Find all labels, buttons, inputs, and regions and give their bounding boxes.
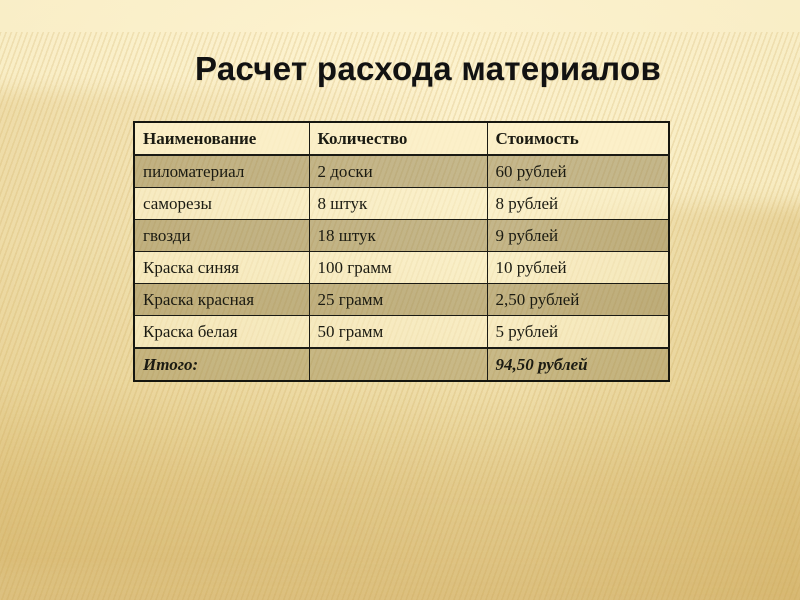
cell-cost: 2,50 рублей [486,283,670,316]
cell-name: пиломатериал [133,154,310,188]
slide-title: Расчет расхода материалов [194,50,662,87]
total-label: Итого: [133,347,310,382]
cell-quantity: 8 штук [308,187,488,220]
table-header-cost: Стоимость [486,121,670,156]
cell-name: гвозди [133,219,310,252]
table-header-quantity: Количество [308,121,488,156]
cell-quantity: 50 грамм [308,315,488,349]
table-row: пиломатериал 2 доски 60 рублей [133,154,670,188]
total-quantity-empty [308,347,488,382]
cell-name: Краска белая [133,315,310,349]
total-row: Итого: 94,50 рублей [133,347,670,382]
cell-name: Краска синяя [133,251,310,284]
cell-quantity: 100 грамм [308,251,488,284]
table-row: Краска синяя 100 грамм 10 рублей [133,251,670,284]
cell-name: Краска красная [133,283,310,316]
cell-cost: 9 рублей [486,219,670,252]
total-value: 94,50 рублей [486,347,670,382]
background-shade-bottom [0,385,800,600]
cell-quantity: 18 штук [308,219,488,252]
cell-quantity: 25 грамм [308,283,488,316]
table-row: саморезы 8 штук 8 рублей [133,187,670,220]
table-header-row: Наименование Количество Стоимость [133,121,670,156]
cell-cost: 60 рублей [486,154,670,188]
cell-cost: 10 рублей [486,251,670,284]
table-row: гвозди 18 штук 9 рублей [133,219,670,252]
cell-quantity: 2 доски [308,154,488,188]
cell-cost: 8 рублей [486,187,670,220]
table-row: Краска белая 50 грамм 5 рублей [133,315,670,349]
table-header-name: Наименование [133,121,310,156]
cell-cost: 5 рублей [486,315,670,349]
cell-name: саморезы [133,187,310,220]
table-row: Краска красная 25 грамм 2,50 рублей [133,283,670,316]
materials-table: Наименование Количество Стоимость пилома… [133,121,670,382]
